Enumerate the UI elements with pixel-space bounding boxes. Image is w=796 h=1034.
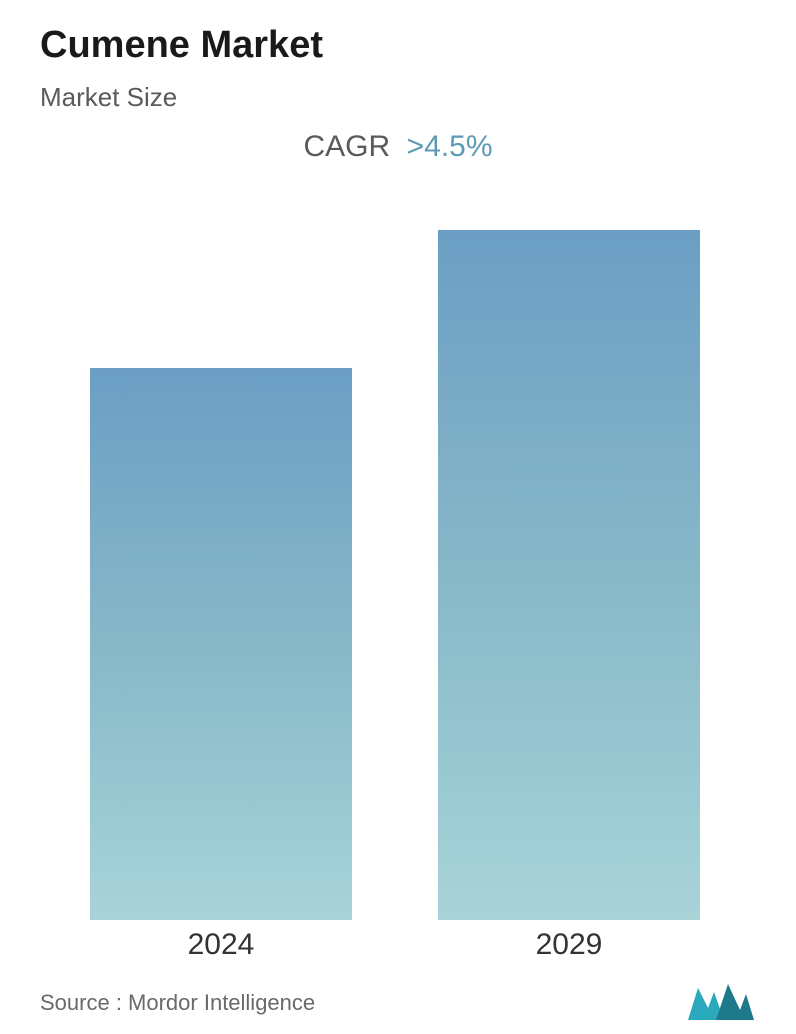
chart-title: Cumene Market: [40, 24, 323, 67]
cagr-container: CAGR >4.5%: [0, 130, 796, 164]
x-axis-label-2029: 2029: [438, 928, 700, 962]
mordor-logo-icon: [686, 980, 756, 1022]
source-attribution: Source : Mordor Intelligence: [40, 990, 315, 1016]
cagr-value: >4.5%: [407, 130, 493, 163]
chart-subtitle: Market Size: [40, 82, 177, 113]
bar-2029: [438, 230, 700, 920]
bar-2024: [90, 368, 352, 920]
chart-area: [0, 180, 796, 920]
cagr-label: CAGR: [303, 130, 390, 163]
x-axis-label-2024: 2024: [90, 928, 352, 962]
